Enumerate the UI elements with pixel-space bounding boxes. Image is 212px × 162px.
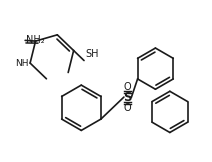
Text: S: S bbox=[123, 91, 132, 104]
Text: NH: NH bbox=[15, 59, 29, 68]
Text: NH₂: NH₂ bbox=[26, 35, 45, 45]
Text: O: O bbox=[124, 103, 131, 113]
Text: SH: SH bbox=[85, 49, 99, 59]
Text: O: O bbox=[124, 82, 131, 92]
